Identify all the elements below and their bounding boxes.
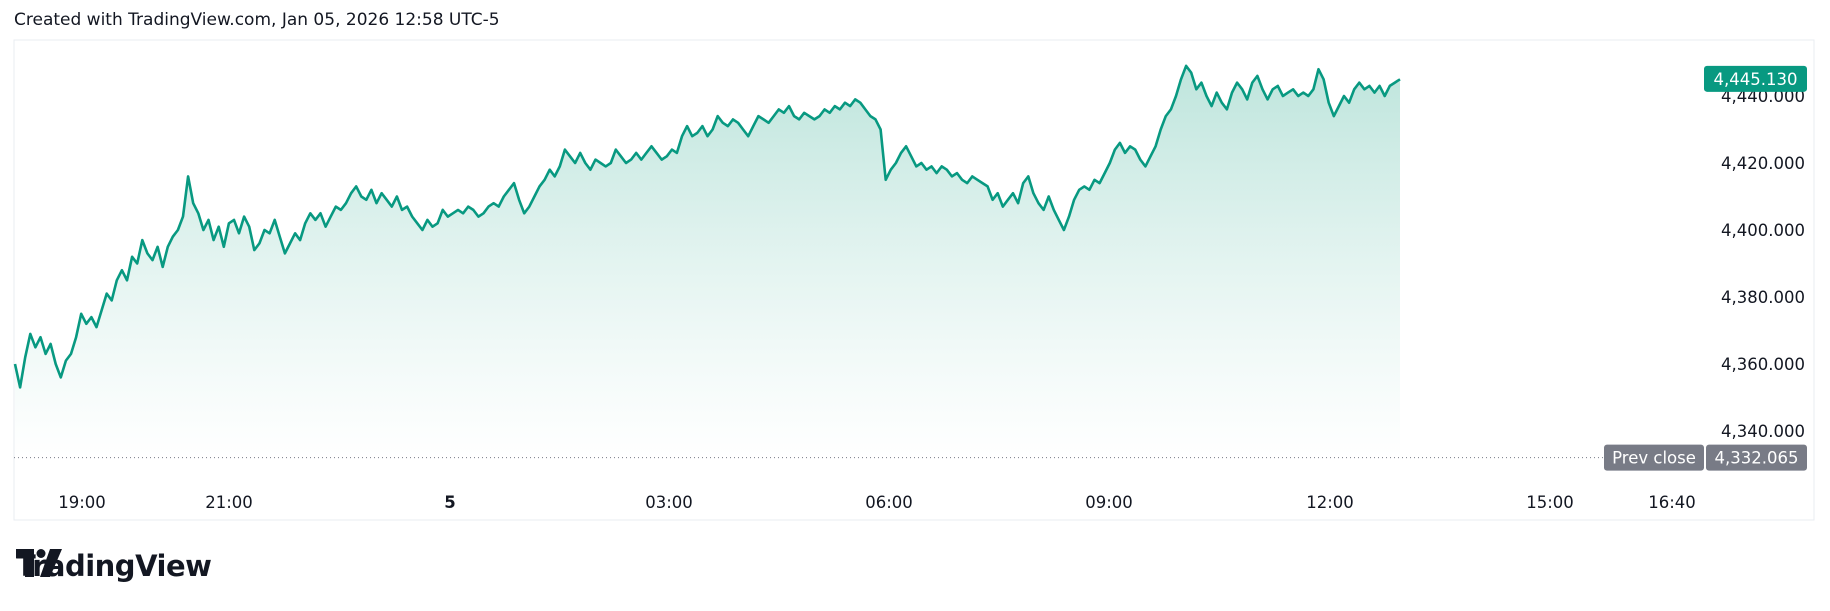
y-tick-label: 4,400.000 (1721, 221, 1805, 240)
y-axis: 4,340.000 4,360.000 4,380.000 4,400.000 4,42… (1721, 87, 1805, 441)
x-tick-label: 06:00 (865, 493, 913, 512)
prev-close-value-tag (1706, 444, 1807, 471)
x-tick-label: 09:00 (1085, 493, 1133, 512)
prev-close-tag-label: Prev close (1612, 449, 1696, 468)
tradingview-logo-icon (16, 549, 62, 577)
tradingview-logo[interactable]: TradingView (16, 549, 212, 583)
area-fill (15, 65, 1400, 458)
x-tick-label: 19:00 (58, 493, 106, 512)
chart-header-caption: Created with TradingView.com, Jan 05, 20… (14, 10, 500, 30)
x-tick-label: 03:00 (645, 493, 693, 512)
x-tick-label: 21:00 (205, 493, 253, 512)
prev-close-tag (1604, 444, 1704, 471)
y-tick-label: 4,420.000 (1721, 154, 1805, 173)
x-tick-label: 5 (444, 493, 455, 512)
price-tags: 4,445.130 Prev close 4,332.065 (1604, 65, 1807, 471)
prev-close-value-label: 4,332.065 (1715, 449, 1799, 468)
last-price-tag (1704, 65, 1807, 92)
y-tick-label: 4,340.000 (1721, 422, 1805, 441)
price-line (13, 64, 1401, 389)
plot-frame (13, 39, 1815, 521)
y-tick-label: 4,380.000 (1721, 288, 1805, 307)
x-tick-label: 15:00 (1526, 493, 1574, 512)
last-price-label: 4,445.130 (1714, 70, 1798, 89)
area-layer (13, 64, 1401, 458)
x-tick-label: 16:40 (1648, 493, 1696, 512)
x-axis: 19:00 21:00 5 03:00 06:00 09:00 12:00 15:00 16:4… (58, 493, 1696, 512)
y-tick-label: 4,360.000 (1721, 355, 1805, 374)
x-tick-label: 12:00 (1306, 493, 1354, 512)
